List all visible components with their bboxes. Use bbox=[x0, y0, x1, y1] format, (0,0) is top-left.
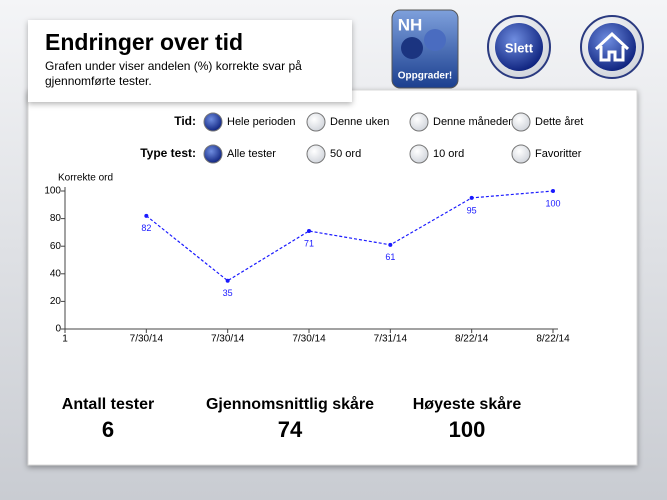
page-title: Endringer over tid bbox=[45, 29, 243, 55]
radio-button[interactable] bbox=[409, 112, 429, 132]
radio-label[interactable]: Hele perioden bbox=[227, 116, 296, 128]
y-tick-label: 0 bbox=[55, 324, 61, 335]
subtitle-box: Grafen under viser andelen (%) korrekte … bbox=[45, 59, 302, 88]
stat-label: Høyeste skåre bbox=[413, 395, 522, 413]
upgrade-label[interactable]: Oppgrader! bbox=[398, 71, 452, 82]
radio-label[interactable]: Alle tester bbox=[227, 148, 276, 160]
data-point bbox=[469, 195, 474, 200]
data-point bbox=[225, 278, 230, 283]
data-label: 35 bbox=[223, 288, 233, 298]
x-tick-label: 7/30/14 bbox=[130, 334, 164, 345]
data-label: 100 bbox=[545, 198, 560, 208]
data-label: 95 bbox=[467, 205, 477, 215]
radio-label[interactable]: Denne måneden bbox=[433, 116, 514, 128]
data-point bbox=[144, 213, 149, 218]
x-tick-label: 7/30/14 bbox=[211, 334, 245, 345]
radio-button[interactable] bbox=[306, 112, 326, 132]
y-tick-label: 20 bbox=[50, 296, 62, 307]
radio-button[interactable] bbox=[203, 112, 223, 132]
x-tick-label: 8/22/14 bbox=[536, 334, 570, 345]
data-point bbox=[307, 229, 311, 234]
subtitle: Grafen under viser andelen (%) korrekte … bbox=[45, 59, 302, 88]
app-logo: NH bbox=[398, 15, 423, 34]
bubble bbox=[401, 37, 423, 59]
data-point bbox=[388, 242, 393, 247]
radio-button[interactable] bbox=[511, 112, 531, 132]
radio-button[interactable] bbox=[306, 144, 326, 164]
radio-button[interactable] bbox=[409, 144, 429, 164]
upgrade-button[interactable]: NH Oppgrader! bbox=[391, 9, 459, 89]
data-label: 82 bbox=[141, 223, 151, 233]
y-tick-label: 100 bbox=[44, 186, 61, 197]
radio-label[interactable]: 50 ord bbox=[330, 148, 361, 160]
radio-label[interactable]: Denne uken bbox=[330, 116, 389, 128]
x-tick-label: 1 bbox=[62, 334, 68, 345]
y-tick-label: 80 bbox=[50, 213, 62, 224]
x-tick-label: 8/22/14 bbox=[455, 334, 489, 345]
stat-value: 100 bbox=[449, 417, 486, 442]
radio-label[interactable]: 10 ord bbox=[433, 148, 464, 160]
upgrade-icon[interactable] bbox=[391, 9, 459, 89]
radio-button[interactable] bbox=[203, 144, 223, 164]
filter-label: Type test: bbox=[140, 146, 196, 160]
radio-label[interactable]: Dette året bbox=[535, 116, 583, 128]
home-button[interactable] bbox=[580, 15, 644, 79]
stat-label: Antall tester bbox=[62, 396, 154, 413]
home-icon[interactable] bbox=[594, 31, 630, 62]
bubble bbox=[424, 29, 446, 51]
stat-label: Gjennomsnittlig skåre bbox=[206, 395, 374, 413]
stat-value: 6 bbox=[102, 417, 114, 442]
delete-circle[interactable] bbox=[495, 23, 543, 71]
x-tick-label: 7/31/14 bbox=[374, 334, 408, 345]
data-label: 71 bbox=[304, 238, 314, 248]
y-axis-title: Korrekte ord bbox=[58, 173, 113, 184]
y-tick-label: 40 bbox=[50, 268, 62, 279]
delete-button[interactable]: Slett bbox=[487, 15, 551, 79]
stat-value: 74 bbox=[278, 417, 303, 442]
radio-button[interactable] bbox=[511, 144, 531, 164]
data-point bbox=[551, 189, 555, 193]
title-card bbox=[28, 20, 352, 102]
home-circle[interactable] bbox=[588, 23, 636, 71]
filter-label: Tid: bbox=[174, 114, 196, 128]
x-tick-label: 7/30/14 bbox=[292, 334, 326, 345]
delete-label[interactable]: Slett bbox=[505, 40, 534, 55]
data-label: 61 bbox=[385, 252, 395, 262]
radio-label[interactable]: Favoritter bbox=[535, 148, 582, 160]
y-tick-label: 60 bbox=[50, 241, 62, 252]
data-line bbox=[145, 190, 554, 282]
main-card bbox=[27, 89, 638, 466]
